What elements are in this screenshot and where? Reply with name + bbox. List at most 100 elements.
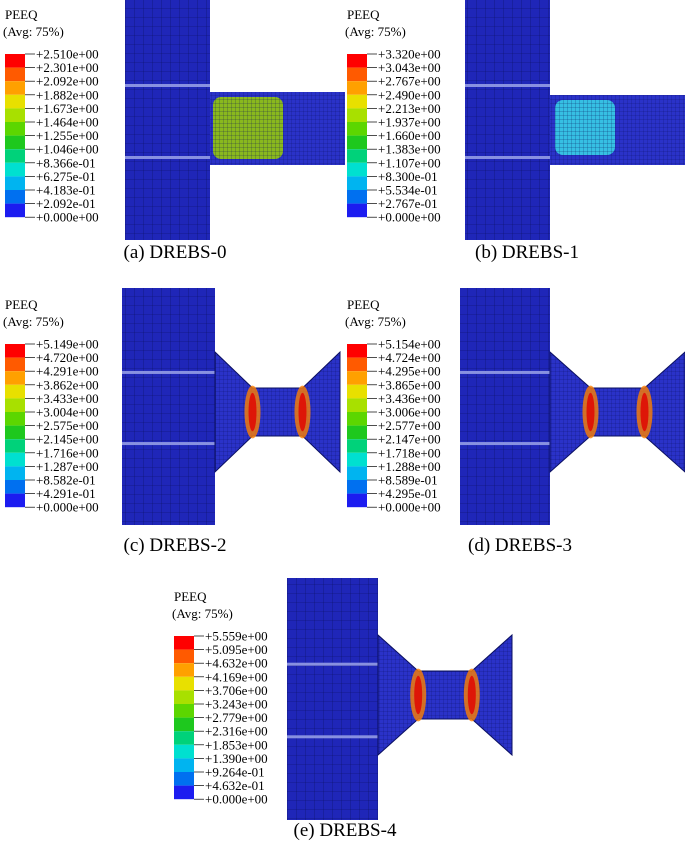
legend-subtitle: (Avg: 75%) <box>345 24 406 39</box>
hot-core <box>586 392 595 432</box>
legend-swatch <box>5 466 25 480</box>
legend-title: PEEQ <box>347 7 380 22</box>
legend-label: +1.288e+00 <box>378 459 441 474</box>
legend-swatch <box>174 649 194 664</box>
legend-label: +2.316e+00 <box>205 724 268 739</box>
legend-swatch <box>5 425 25 440</box>
legend-swatch <box>174 636 194 650</box>
legend-label: +2.147e+00 <box>378 432 441 447</box>
legend-swatch <box>5 439 25 453</box>
legend-label: +3.320e+00 <box>378 47 441 62</box>
legend-swatch <box>347 54 367 68</box>
legend-subtitle: (Avg: 75%) <box>3 314 64 329</box>
caption: (d) DREBS-3 <box>468 535 572 556</box>
hot-core <box>640 392 649 432</box>
legend-label: +6.275e-01 <box>36 169 96 184</box>
legend-label: +0.000e+00 <box>205 792 268 807</box>
legend-swatch <box>347 81 367 95</box>
legend-label: +0.000e+00 <box>36 500 99 515</box>
legend-swatch <box>347 176 367 190</box>
hot-mesh <box>213 97 283 159</box>
panel: PEEQ(Avg: 75%)+5.154e+00+4.724e+00+4.295… <box>345 288 685 556</box>
legend-swatch <box>347 425 367 440</box>
legend-label: +3.006e+00 <box>378 405 441 420</box>
legend-swatch <box>174 690 194 704</box>
legend-label: +1.853e+00 <box>205 737 268 752</box>
legend-label: +1.255e+00 <box>36 128 99 143</box>
legend-label: +0.000e+00 <box>36 210 99 225</box>
column-mesh <box>122 288 215 525</box>
legend-label: +3.436e+00 <box>378 391 441 406</box>
legend-label: +4.295e-01 <box>378 486 438 501</box>
legend-label: +2.575e+00 <box>36 418 99 433</box>
panel: PEEQ(Avg: 75%)+5.149e+00+4.720e+00+4.291… <box>3 288 341 556</box>
legend-label: +4.183e-01 <box>36 183 96 198</box>
legend-label: +1.390e+00 <box>205 751 268 766</box>
beam-mesh <box>550 352 685 472</box>
legend-label: +1.287e+00 <box>36 459 99 474</box>
legend-label: +5.534e-01 <box>378 183 438 198</box>
legend-label: +4.169e+00 <box>205 669 268 684</box>
legend-label: +8.366e-01 <box>36 155 96 170</box>
legend-label: +4.295e+00 <box>378 364 441 379</box>
legend-label: +3.433e+00 <box>36 391 99 406</box>
caption: (b) DREBS-1 <box>475 242 579 263</box>
legend-label: +1.046e+00 <box>36 142 99 157</box>
legend-swatch <box>347 203 367 218</box>
legend-label: +1.718e+00 <box>378 445 441 460</box>
legend-label: +1.937e+00 <box>378 115 441 130</box>
legend-label: +4.632e-01 <box>205 778 265 793</box>
legend-swatch <box>347 357 367 372</box>
legend-label: +2.779e+00 <box>205 710 268 725</box>
legend-swatch <box>5 384 25 399</box>
legend-swatch <box>5 357 25 372</box>
hot-core <box>248 392 257 432</box>
legend-label: +4.632e+00 <box>205 656 268 671</box>
legend-swatch <box>347 344 367 358</box>
legend-swatch <box>5 480 25 494</box>
legend-label: +2.301e+00 <box>36 60 99 75</box>
legend-swatch <box>5 412 25 426</box>
legend-swatch <box>174 744 194 759</box>
legend-swatch <box>5 190 25 204</box>
column-mesh <box>465 0 550 240</box>
legend-title: PEEQ <box>5 7 38 22</box>
legend-label: +5.149e+00 <box>36 337 99 352</box>
legend-label: +3.043e+00 <box>378 60 441 75</box>
legend-swatch <box>174 731 194 745</box>
legend-label: +2.767e-01 <box>378 196 438 211</box>
legend-swatch <box>5 371 25 385</box>
legend-swatch <box>347 122 367 136</box>
caption: (a) DREBS-0 <box>124 242 227 263</box>
legend-swatch <box>347 466 367 480</box>
legend-label: +8.589e-01 <box>378 473 438 488</box>
legend-swatch <box>5 398 25 412</box>
legend-swatch <box>5 149 25 163</box>
stiffener <box>122 442 215 446</box>
hot-core <box>298 392 307 432</box>
legend-label: +2.145e+00 <box>36 432 99 447</box>
stiffener <box>122 370 215 374</box>
legend-swatch <box>347 108 367 122</box>
legend-label: +1.464e+00 <box>36 115 99 130</box>
legend-label: +4.291e+00 <box>36 364 99 379</box>
legend-label: +8.582e-01 <box>36 473 96 488</box>
legend-swatch <box>5 54 25 68</box>
hot-core <box>414 675 423 715</box>
legend-subtitle: (Avg: 75%) <box>345 314 406 329</box>
legend-label: +4.291e-01 <box>36 486 96 501</box>
stiffener <box>125 84 210 87</box>
legend-swatch <box>5 344 25 358</box>
legend-swatch <box>347 135 367 150</box>
legend-swatch <box>347 384 367 399</box>
column-mesh <box>460 288 550 525</box>
legend-label: +3.243e+00 <box>205 697 268 712</box>
legend-label: +5.559e+00 <box>205 629 268 644</box>
legend-swatch <box>5 122 25 136</box>
legend-label: +0.000e+00 <box>378 210 441 225</box>
legend-swatch <box>5 94 25 109</box>
legend-label: +1.716e+00 <box>36 445 99 460</box>
legend-swatch <box>5 108 25 122</box>
legend-label: +3.862e+00 <box>36 377 99 392</box>
